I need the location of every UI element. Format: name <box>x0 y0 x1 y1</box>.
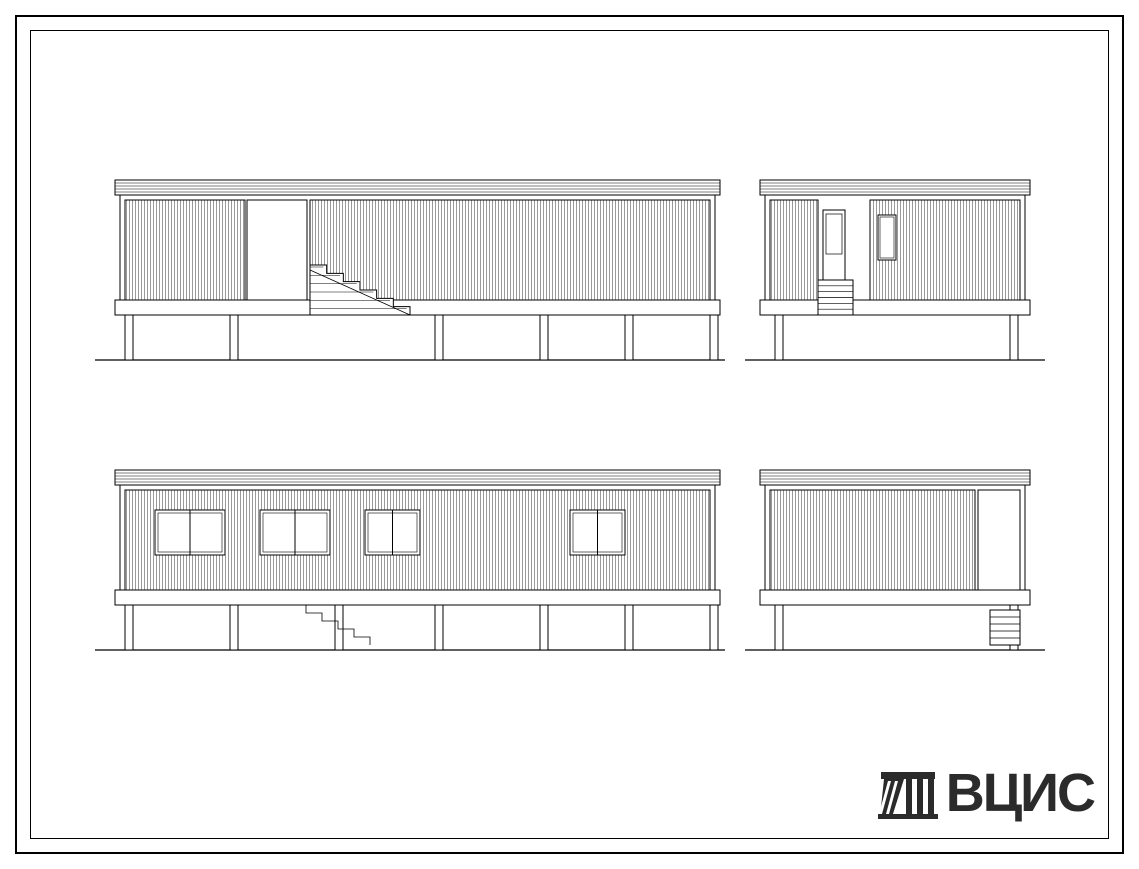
logo: ВЦИС <box>878 762 1094 824</box>
logo-text: ВЦИС <box>946 762 1094 824</box>
logo-icon <box>878 766 938 821</box>
elevation-drawings <box>0 0 1139 869</box>
